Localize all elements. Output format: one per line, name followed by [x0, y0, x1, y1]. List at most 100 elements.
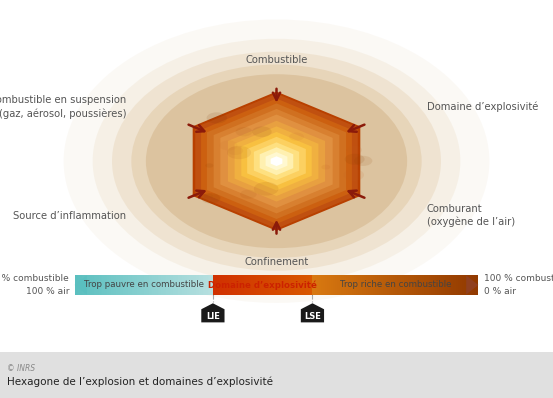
Bar: [153, 275, 154, 295]
Bar: [252, 275, 253, 295]
Bar: [237, 275, 238, 295]
Bar: [147, 275, 149, 295]
Bar: [150, 275, 153, 295]
Ellipse shape: [345, 154, 364, 165]
Bar: [466, 275, 468, 295]
Bar: [281, 275, 283, 295]
Bar: [184, 275, 185, 295]
Bar: [366, 275, 368, 295]
Bar: [257, 275, 258, 295]
Bar: [424, 275, 426, 295]
Polygon shape: [247, 137, 306, 185]
Bar: [263, 275, 264, 295]
Bar: [337, 275, 340, 295]
Bar: [242, 275, 243, 295]
Bar: [107, 275, 109, 295]
Bar: [286, 275, 288, 295]
Bar: [189, 275, 190, 295]
Bar: [255, 275, 257, 295]
Bar: [213, 275, 214, 295]
Bar: [307, 275, 309, 295]
Bar: [374, 275, 377, 295]
Polygon shape: [260, 147, 293, 175]
Ellipse shape: [347, 146, 362, 154]
Bar: [234, 275, 236, 295]
Bar: [109, 275, 111, 295]
Bar: [352, 275, 354, 295]
Bar: [274, 275, 275, 295]
Bar: [294, 275, 295, 295]
Polygon shape: [265, 152, 288, 170]
Polygon shape: [75, 275, 87, 295]
Bar: [275, 275, 276, 295]
Bar: [118, 275, 119, 295]
Bar: [306, 275, 307, 295]
Bar: [102, 275, 104, 295]
Bar: [358, 275, 360, 295]
Bar: [93, 275, 95, 295]
Bar: [273, 275, 274, 295]
Bar: [228, 275, 229, 295]
Bar: [329, 275, 331, 295]
Bar: [224, 275, 226, 295]
Bar: [468, 275, 470, 295]
Ellipse shape: [220, 140, 238, 150]
Bar: [426, 275, 429, 295]
Bar: [264, 275, 265, 295]
Text: Domaine d’explosivité: Domaine d’explosivité: [426, 101, 538, 112]
Bar: [349, 275, 352, 295]
Ellipse shape: [204, 193, 213, 198]
Bar: [285, 275, 286, 295]
Bar: [217, 275, 218, 295]
Bar: [392, 275, 393, 295]
Bar: [99, 275, 101, 295]
Bar: [269, 275, 270, 295]
Bar: [422, 275, 424, 295]
Bar: [341, 275, 343, 295]
Text: 0 % air: 0 % air: [484, 287, 516, 296]
Bar: [229, 275, 230, 295]
Bar: [449, 275, 451, 295]
Bar: [474, 275, 476, 295]
Polygon shape: [228, 121, 325, 201]
Bar: [78, 275, 80, 295]
Bar: [299, 275, 300, 295]
Bar: [249, 275, 250, 295]
Bar: [368, 275, 371, 295]
Bar: [87, 275, 88, 295]
Text: 100 % combustible: 100 % combustible: [484, 274, 553, 283]
Bar: [410, 275, 412, 295]
Bar: [149, 275, 150, 295]
Bar: [180, 275, 182, 295]
Bar: [445, 275, 447, 295]
Polygon shape: [213, 109, 340, 213]
Bar: [239, 275, 240, 295]
Bar: [247, 275, 248, 295]
Bar: [398, 275, 399, 295]
Bar: [88, 275, 90, 295]
Bar: [204, 275, 206, 295]
Bar: [216, 275, 217, 295]
Bar: [223, 275, 224, 295]
Polygon shape: [254, 142, 299, 180]
Bar: [414, 275, 416, 295]
Bar: [130, 275, 132, 295]
Bar: [192, 275, 194, 295]
Bar: [441, 275, 443, 295]
Bar: [401, 275, 404, 295]
Polygon shape: [234, 127, 319, 196]
Bar: [260, 275, 262, 295]
Ellipse shape: [228, 146, 243, 155]
Ellipse shape: [93, 39, 460, 284]
Ellipse shape: [201, 193, 220, 203]
Bar: [206, 275, 208, 295]
Bar: [439, 275, 441, 295]
Ellipse shape: [207, 112, 227, 124]
Bar: [0, 352, 553, 398]
Bar: [145, 275, 147, 295]
Bar: [135, 275, 137, 295]
Bar: [84, 275, 85, 295]
Ellipse shape: [240, 189, 257, 199]
Bar: [464, 275, 466, 295]
Bar: [289, 275, 290, 295]
